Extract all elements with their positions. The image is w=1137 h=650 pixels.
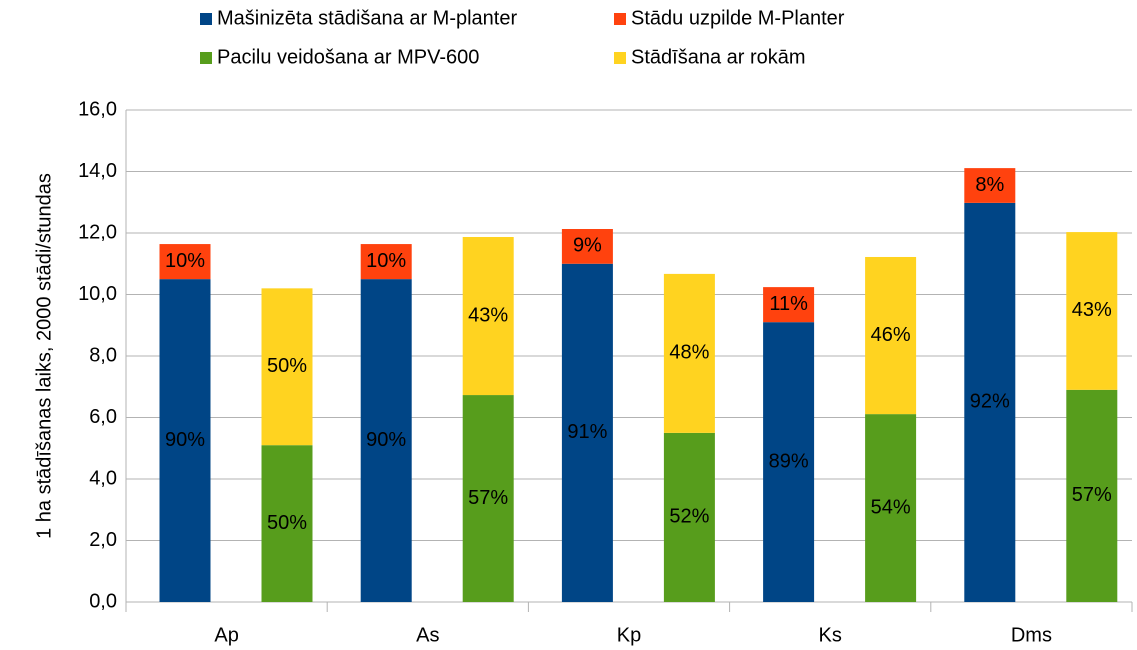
bar-segment: [964, 168, 1016, 203]
bar-segment: [964, 202, 1016, 603]
bar-segment: [561, 229, 613, 264]
y-tick-label: 10,0: [78, 283, 117, 305]
y-tick-label: 12,0: [78, 221, 117, 243]
bar-segment: [261, 288, 313, 446]
percent-label: 8%: [975, 174, 1004, 196]
y-tick-label: 8,0: [89, 344, 117, 366]
x-tick-label: Ks: [819, 624, 842, 646]
y-tick-label: 0,0: [89, 590, 117, 612]
y-tick-label: 16,0: [78, 98, 117, 120]
y-axis-title: 1 ha stādīšanas laiks, 2000 stādi/stunda…: [33, 173, 55, 539]
bar-segment: [462, 236, 514, 396]
y-tick-label: 6,0: [89, 406, 117, 428]
y-tick-label: 4,0: [89, 467, 117, 489]
bar-segment: [663, 273, 715, 433]
y-tick-label: 2,0: [89, 529, 117, 551]
percent-label: 43%: [1072, 299, 1112, 321]
bar-segment: [1066, 389, 1118, 602]
legend-swatch: [614, 13, 626, 25]
percent-label: 50%: [267, 355, 307, 377]
percent-label: 46%: [871, 324, 911, 346]
bar-segment: [865, 414, 917, 602]
legend-label: Pacilu veidošana ar MPV-600: [217, 46, 479, 68]
percent-label: 10%: [366, 250, 406, 272]
bar-segment: [261, 445, 313, 602]
x-tick-label: Dms: [1011, 624, 1052, 646]
legend-swatch: [614, 52, 626, 64]
percent-label: 54%: [871, 496, 911, 518]
legend-label: Mašinizēta stādišana ar M-planter: [217, 7, 517, 29]
percent-label: 50%: [267, 512, 307, 534]
bar-segment: [1066, 232, 1118, 390]
bar-segment: [360, 244, 412, 280]
percent-label: 57%: [1072, 484, 1112, 506]
bar-segment: [763, 287, 815, 323]
bar-segment: [159, 244, 211, 280]
bar-segment: [663, 432, 715, 602]
legend-label: Stādīšana ar rokām: [631, 46, 806, 68]
x-tick-label: As: [416, 624, 439, 646]
percent-label: 91%: [567, 421, 607, 443]
legend-label: Stādu uzpilde M-Planter: [631, 7, 845, 29]
percent-label: 57%: [468, 487, 508, 509]
percent-label: 90%: [366, 429, 406, 451]
bar-segment: [763, 322, 815, 602]
percent-label: 9%: [573, 235, 602, 257]
legend-swatch: [200, 52, 212, 64]
percent-label: 52%: [669, 506, 709, 528]
y-tick-label: 14,0: [78, 160, 117, 182]
percent-label: 43%: [468, 304, 508, 326]
x-tick-label: Ap: [214, 624, 238, 646]
bar-segment: [159, 279, 211, 602]
bar-segment: [561, 263, 613, 602]
percent-label: 90%: [165, 429, 205, 451]
percent-label: 48%: [669, 342, 709, 364]
bar-segment: [360, 279, 412, 602]
percent-label: 92%: [970, 391, 1010, 413]
percent-label: 89%: [769, 450, 809, 472]
percent-label: 10%: [165, 250, 205, 272]
legend-swatch: [200, 13, 212, 25]
x-tick-label: Kp: [617, 624, 641, 646]
bar-segment: [462, 395, 514, 602]
bar-segment: [865, 256, 917, 415]
percent-label: 11%: [769, 293, 808, 315]
